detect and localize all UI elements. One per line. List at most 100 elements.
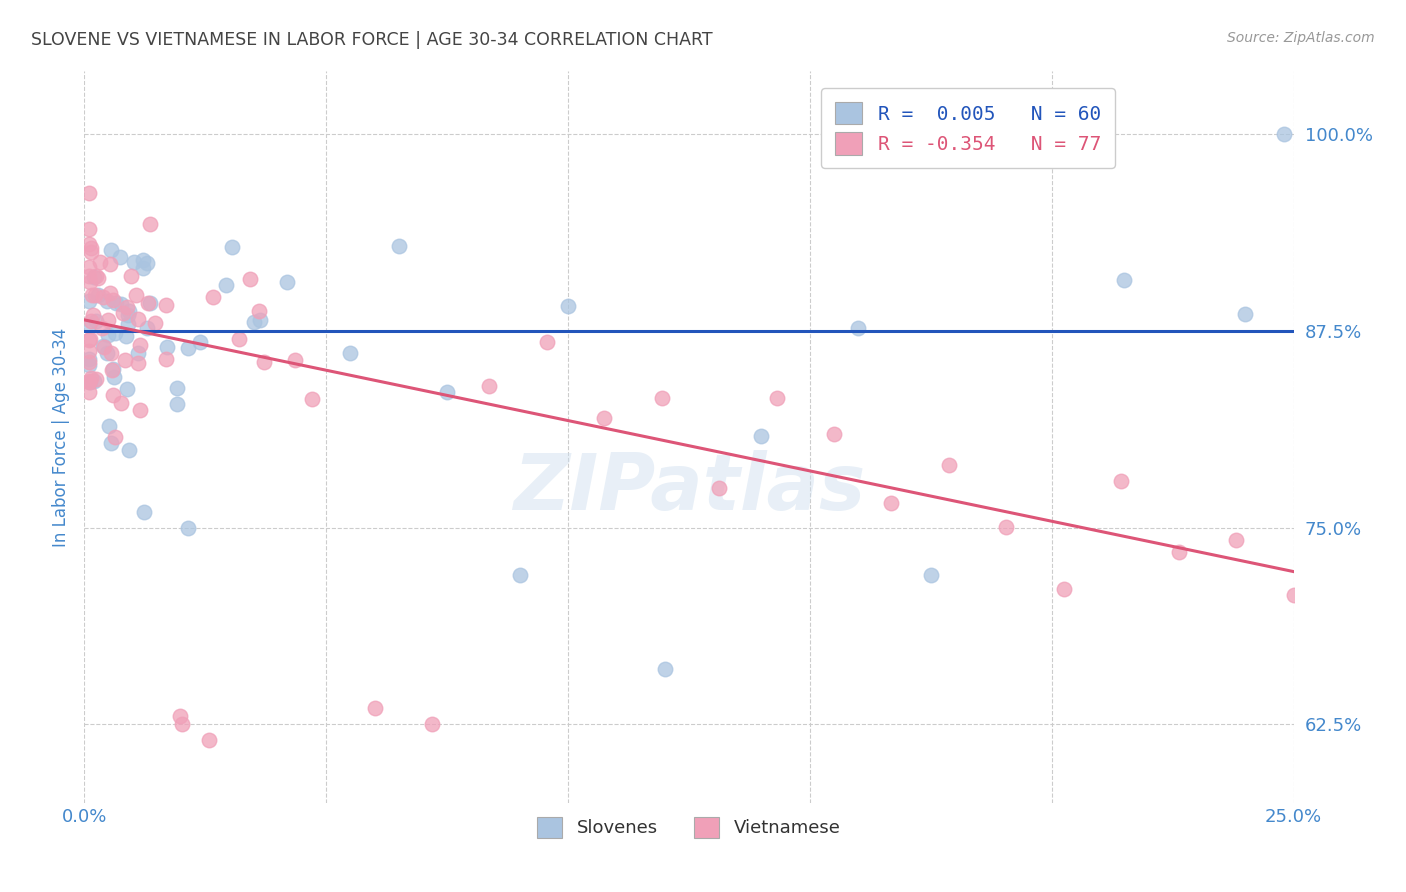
Point [122, 254, 145, 268]
Point [823, 427, 845, 442]
Point [363, 701, 385, 715]
Point [96, 346, 118, 360]
Point [79, 276, 101, 290]
Point [86, 288, 108, 302]
Point [420, 717, 443, 731]
Point [115, 329, 138, 343]
Point [77, 186, 100, 200]
Point [103, 430, 125, 444]
Point [239, 271, 262, 285]
Point [177, 342, 200, 356]
Point [115, 382, 138, 396]
Point [103, 388, 125, 402]
Text: Source: ZipAtlas.com: Source: ZipAtlas.com [1227, 31, 1375, 45]
Point [1109, 474, 1132, 488]
Point [110, 396, 132, 410]
Point [131, 260, 153, 275]
Point [201, 290, 224, 304]
Point [995, 520, 1018, 534]
Point [242, 315, 264, 329]
Point [129, 403, 152, 417]
Point [155, 340, 177, 354]
Point [136, 256, 159, 270]
Point [79, 332, 101, 346]
Point [132, 505, 155, 519]
Point [83, 374, 105, 388]
Point [276, 275, 298, 289]
Point [221, 240, 243, 254]
Point [127, 356, 149, 370]
Point [1114, 273, 1136, 287]
Point [86, 314, 108, 328]
Text: ZIPatlas: ZIPatlas [513, 450, 865, 526]
Point [846, 321, 869, 335]
Point [77, 268, 100, 283]
Point [77, 358, 100, 372]
Point [129, 337, 152, 351]
Point [89, 255, 111, 269]
Point [77, 355, 100, 369]
Point [77, 333, 100, 347]
Point [77, 260, 100, 275]
Point [880, 496, 903, 510]
Point [198, 732, 221, 747]
Point [117, 317, 139, 331]
Point [155, 352, 177, 367]
Point [103, 370, 125, 384]
Point [84, 288, 107, 302]
Point [709, 482, 731, 496]
Point [77, 352, 100, 367]
Point [301, 392, 323, 406]
Point [118, 442, 141, 457]
Point [79, 314, 101, 328]
Point [82, 309, 104, 323]
Point [77, 237, 100, 252]
Point [125, 287, 148, 301]
Point [1272, 128, 1295, 142]
Point [127, 346, 149, 360]
Point [104, 326, 127, 340]
Point [228, 332, 250, 346]
Point [79, 375, 101, 389]
Point [101, 363, 124, 377]
Y-axis label: In Labor Force | Age 30-34: In Labor Force | Age 30-34 [52, 327, 70, 547]
Point [557, 299, 579, 313]
Point [118, 304, 141, 318]
Point [765, 392, 787, 406]
Point [79, 241, 101, 255]
Point [83, 269, 105, 284]
Point [436, 384, 458, 399]
Point [91, 291, 114, 305]
Point [253, 355, 276, 369]
Point [166, 397, 188, 411]
Point [139, 218, 162, 232]
Point [80, 244, 103, 259]
Point [114, 352, 136, 367]
Point [509, 567, 531, 582]
Point [169, 709, 191, 723]
Point [127, 312, 149, 326]
Point [654, 662, 676, 676]
Point [920, 567, 942, 582]
Point [136, 296, 159, 310]
Point [104, 296, 127, 310]
Point [77, 318, 100, 332]
Point [132, 252, 155, 267]
Point [1234, 307, 1257, 321]
Point [79, 371, 101, 385]
Point [138, 296, 160, 310]
Point [97, 328, 120, 343]
Point [77, 343, 100, 358]
Point [112, 306, 135, 320]
Point [77, 221, 100, 235]
Point [651, 392, 673, 406]
Point [751, 429, 773, 443]
Point [98, 286, 121, 301]
Point [1282, 588, 1305, 602]
Point [91, 339, 114, 353]
Point [388, 239, 411, 253]
Point [155, 298, 177, 312]
Point [80, 288, 103, 302]
Point [110, 297, 132, 311]
Point [339, 346, 361, 360]
